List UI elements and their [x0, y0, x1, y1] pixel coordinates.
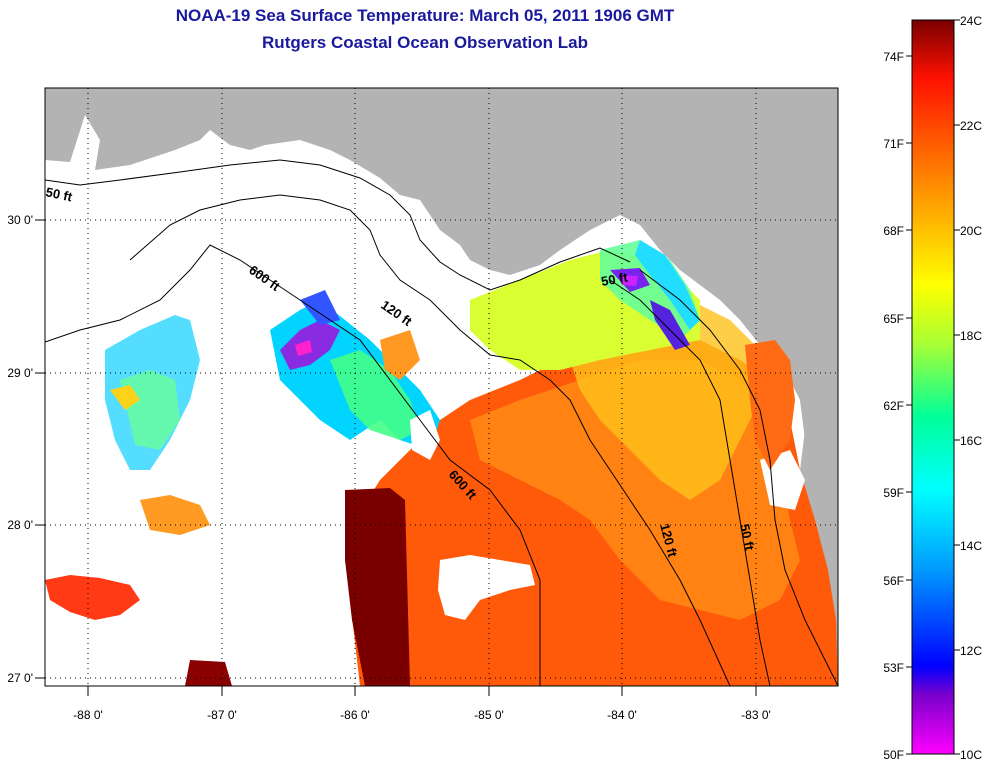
- map-graticule: [45, 88, 838, 686]
- latitude-labels: 30 0' 29 0' 28 0' 27 0': [7, 213, 33, 685]
- fahrenheit-label: 62F: [883, 399, 904, 413]
- celsius-label: 12C: [960, 644, 982, 658]
- lon-label: -87 0': [207, 708, 237, 722]
- celsius-label: 10C: [960, 748, 982, 762]
- fahrenheit-label: 56F: [883, 574, 904, 588]
- contour-label: 50 ft: [600, 269, 630, 289]
- lon-label: -83 0': [741, 708, 771, 722]
- bathymetry-contours: [45, 159, 838, 686]
- contour-120ft: [129, 194, 731, 686]
- contour-600ft: [45, 244, 541, 686]
- lat-label: 30 0': [7, 213, 33, 227]
- colorbar-celsius-labels: 24C 22C 20C 18C 16C 14C 12C 10C: [960, 14, 982, 762]
- map-border: [44, 87, 839, 687]
- sst-field: [45, 240, 838, 686]
- deep-warm-core: [345, 488, 410, 686]
- lat-label: 29 0': [7, 366, 33, 380]
- celsius-label: 20C: [960, 224, 982, 238]
- fahrenheit-label: 59F: [883, 486, 904, 500]
- celsius-label: 14C: [960, 539, 982, 553]
- colorbar-fahrenheit-labels: 74F 71F 68F 65F 62F 59F 56F 53F 50F: [883, 50, 904, 762]
- fahrenheit-label: 74F: [883, 50, 904, 64]
- contour-label: 50 ft: [44, 184, 74, 204]
- lat-label: 27 0': [7, 671, 33, 685]
- fahrenheit-label: 50F: [883, 748, 904, 762]
- celsius-label: 22C: [960, 119, 982, 133]
- contour-label: 50 ft: [737, 523, 757, 553]
- axis-ticks: [35, 219, 757, 696]
- celsius-label: 16C: [960, 434, 982, 448]
- lon-label: -84 0': [607, 708, 637, 722]
- contour-120ft-east: [609, 279, 771, 686]
- colorbar: 24C 22C 20C 18C 16C 14C 12C 10C 74F 71F …: [883, 14, 982, 762]
- fahrenheit-label: 53F: [883, 661, 904, 675]
- fahrenheit-label: 71F: [883, 137, 904, 151]
- lon-label: -88 0': [73, 708, 103, 722]
- longitude-labels: -88 0' -87 0' -86 0' -85 0' -84 0' -83 0…: [73, 708, 771, 722]
- fahrenheit-label: 65F: [883, 312, 904, 326]
- map-panel: 50 ft 600 ft 120 ft 50 ft 600 ft 120 ft …: [44, 88, 838, 686]
- contour-50ft-east: [639, 269, 838, 686]
- celsius-label: 18C: [960, 329, 982, 343]
- colorbar-ticks: [906, 19, 960, 755]
- colorbar-gradient: [911, 19, 955, 755]
- celsius-label: 24C: [960, 14, 982, 28]
- lon-label: -86 0': [340, 708, 370, 722]
- map-title: NOAA-19 Sea Surface Temperature: March 0…: [175, 6, 675, 25]
- map-subtitle: Rutgers Coastal Ocean Observation Lab: [262, 33, 588, 52]
- contour-50ft-west: [45, 159, 631, 291]
- lat-label: 28 0': [7, 518, 33, 532]
- lon-label: -85 0': [474, 708, 504, 722]
- fahrenheit-label: 68F: [883, 224, 904, 238]
